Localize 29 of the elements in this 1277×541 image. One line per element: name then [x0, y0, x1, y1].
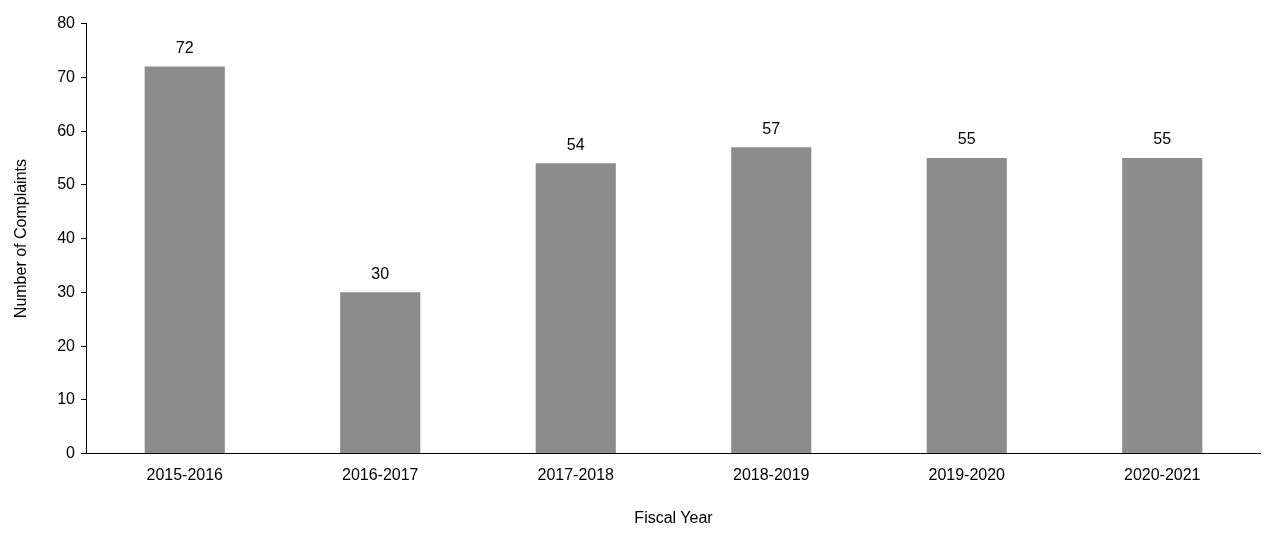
y-tick-label: 30 — [57, 282, 76, 300]
x-tick-label: 2019-2020 — [928, 465, 1006, 483]
bar — [731, 147, 812, 454]
y-tick-label: 70 — [57, 67, 76, 85]
data-label: 55 — [1153, 130, 1172, 148]
bar — [535, 163, 616, 454]
x-tick-label: 2016-2017 — [341, 465, 419, 483]
bar — [340, 292, 421, 454]
bar — [926, 157, 1007, 454]
y-tick-label: 0 — [66, 444, 76, 462]
bar — [144, 66, 225, 454]
data-label: 30 — [371, 264, 390, 282]
data-label: 72 — [175, 39, 194, 57]
data-label: 57 — [762, 119, 781, 137]
bar — [1122, 157, 1203, 454]
y-axis-title: Number of Complaints — [12, 159, 30, 319]
x-axis-title: Fiscal Year — [634, 508, 714, 526]
y-tick-label: 50 — [57, 175, 76, 193]
x-tick-label: 2018-2019 — [732, 465, 810, 483]
x-tick-label: 2017-2018 — [537, 465, 615, 483]
y-tick-label: 10 — [57, 390, 76, 408]
y-tick-label: 60 — [57, 121, 76, 139]
y-tick-label: 20 — [57, 336, 76, 354]
y-tick-label: 40 — [57, 229, 76, 247]
x-tick-label: 2015-2016 — [146, 465, 224, 483]
x-tick-label: 2020-2021 — [1123, 465, 1201, 483]
data-label: 54 — [566, 135, 585, 153]
y-tick-label: 80 — [57, 14, 76, 32]
data-label: 55 — [957, 130, 976, 148]
